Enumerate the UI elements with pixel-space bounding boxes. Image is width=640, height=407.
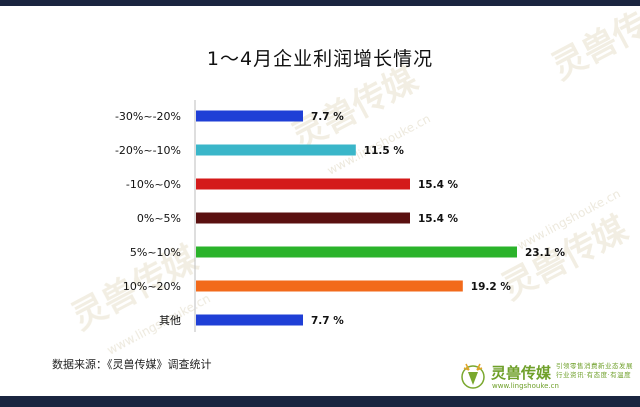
logo-name: 灵兽传媒 — [491, 364, 552, 382]
data-source: 数据来源：《灵兽传媒》调查统计 — [52, 358, 212, 371]
logo-url: www.lingshouke.cn — [492, 382, 559, 390]
bottom-band — [0, 396, 640, 407]
category-label: -10%~0% — [126, 178, 181, 191]
bar — [196, 314, 303, 326]
chart-title: 1～4月企业利润增长情况 — [206, 48, 434, 70]
category-label: 其他 — [159, 314, 181, 327]
bar — [196, 144, 356, 156]
brand-logo: 灵兽传媒 www.lingshouke.cn 引领零售消费新业态发展 行业资讯·… — [458, 356, 640, 396]
bar — [196, 178, 410, 190]
category-label: 5%~10% — [130, 246, 181, 259]
deer-head-icon — [461, 363, 485, 389]
value-label: 11.5 % — [364, 145, 405, 157]
logo-slogan: 引领零售消费新业态发展 行业资讯·有态度·有温度 — [556, 362, 633, 379]
bar — [196, 212, 410, 224]
value-label: 7.7 % — [311, 315, 344, 327]
bar — [196, 110, 303, 122]
bar — [196, 280, 463, 292]
top-band — [0, 0, 640, 6]
value-label: 15.4 % — [418, 179, 459, 191]
value-label: 19.2 % — [471, 281, 512, 293]
bar — [196, 246, 517, 258]
value-label: 15.4 % — [418, 213, 459, 225]
value-label: 23.1 % — [525, 247, 566, 259]
category-label: -20%~-10% — [115, 144, 181, 157]
category-label: 10%~20% — [123, 280, 181, 293]
value-label: 7.7 % — [311, 111, 344, 123]
category-label: -30%~-20% — [115, 110, 181, 123]
category-label: 0%~5% — [137, 212, 181, 225]
